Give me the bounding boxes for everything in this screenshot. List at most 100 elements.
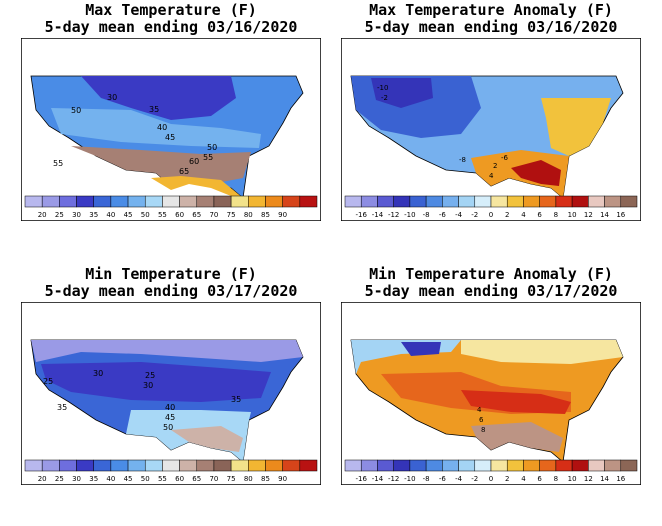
warm-south-region: [171, 426, 243, 452]
legend-label: 6: [537, 211, 542, 219]
legend-swatch: [604, 195, 622, 208]
legend-label: 40: [106, 475, 115, 483]
contour-label: 65: [179, 167, 189, 176]
legend-swatch: [127, 459, 146, 472]
warm-south-region: [71, 146, 251, 186]
legend-swatch: [41, 195, 60, 208]
legend-label: 12: [584, 211, 593, 219]
legend-swatch: [474, 459, 492, 472]
legend-swatch: [490, 459, 508, 472]
legend-label: 45: [124, 211, 133, 219]
legend-label: 20: [38, 475, 47, 483]
legend-label: 4: [521, 475, 526, 483]
legend-label: 65: [192, 475, 201, 483]
contour-label: 40: [165, 403, 175, 412]
legend-label: 85: [261, 211, 270, 219]
legend-swatch: [344, 195, 362, 208]
legend-label: 8: [554, 475, 558, 483]
legend-swatch: [458, 195, 476, 208]
legend-swatch: [162, 459, 180, 472]
legend-label: -8: [423, 211, 430, 219]
legend-label: 12: [584, 475, 593, 483]
min-temperature-anomaly-map: 4 6 8: [341, 302, 641, 485]
legend-label: 60: [175, 475, 184, 483]
legend-swatch: [442, 195, 459, 208]
legend-swatch: [230, 195, 249, 208]
legend-label: 0: [489, 475, 493, 483]
legend-swatch: [555, 459, 573, 472]
contour-label: -2: [381, 94, 388, 102]
mild-north-region: [461, 340, 623, 364]
legend-swatch: [248, 459, 266, 472]
cool-band-region: [51, 108, 261, 148]
legend-swatch: [393, 459, 411, 472]
legend-label: -12: [388, 475, 399, 483]
legend-swatch: [409, 459, 427, 472]
legend-label: 10: [568, 475, 577, 483]
legend-swatch: [179, 459, 198, 472]
panel-min-temperature: Min Temperature (F) 5-day mean ending 03…: [21, 264, 321, 526]
legend-swatch: [377, 195, 394, 208]
color-legend: 20 25 30 35 40 45 50 55 60 65 70 75 80 85 90: [24, 195, 318, 219]
legend-swatch: [409, 195, 427, 208]
legend-label: -4: [455, 211, 463, 219]
legend-label: -14: [372, 211, 384, 219]
warm-east-region: [541, 98, 611, 156]
contour-label: 45: [165, 413, 175, 422]
legend-swatch: [344, 459, 362, 472]
legend-swatch: [162, 195, 180, 208]
legend-swatch: [196, 195, 215, 208]
legend-swatch: [59, 195, 77, 208]
light-north-region: [31, 340, 303, 362]
legend-swatch: [248, 195, 266, 208]
legend-swatch: [144, 459, 163, 472]
panel-title: Max Temperature (F): [85, 1, 257, 19]
contour-label: 45: [165, 133, 175, 142]
legend-label: 80: [244, 475, 253, 483]
legend-swatch: [299, 195, 318, 208]
max-temperature-anomaly-map: -10 -2 -8 -6 2 4: [341, 38, 641, 221]
color-legend: 20 25 30 35 40 45 50 55 60 65 70 75 80 85 90: [24, 459, 318, 483]
legend-label: 35: [89, 211, 98, 219]
legend-label: -6: [439, 475, 447, 483]
legend-label: 30: [72, 475, 81, 483]
contour-label: 35: [149, 105, 159, 114]
contour-label: 30: [93, 369, 103, 378]
legend-swatch: [179, 195, 198, 208]
legend-label: 0: [489, 211, 493, 219]
contour-label: 6: [479, 416, 484, 424]
cold-core-region: [41, 362, 271, 402]
panel-max-temperature: Max Temperature (F) 5-day mean ending 03…: [21, 0, 321, 262]
legend-label: 50: [141, 475, 150, 483]
contour-label: 35: [57, 403, 67, 412]
legend-swatch: [282, 459, 301, 472]
cold-core-region: [81, 76, 236, 120]
legend-label: -16: [356, 475, 368, 483]
legend-swatch: [265, 459, 283, 472]
legend-label: 8: [554, 211, 558, 219]
legend-label: -10: [404, 475, 415, 483]
legend-label: 60: [175, 211, 184, 219]
contour-label: 40: [157, 123, 167, 132]
contour-label: -10: [377, 84, 388, 92]
contour-label: 50: [71, 106, 81, 115]
cold-core-region: [401, 342, 441, 356]
legend-label: -4: [455, 475, 463, 483]
contour-label: 55: [53, 159, 63, 168]
legend-swatch: [377, 459, 394, 472]
legend-label: 90: [278, 475, 287, 483]
legend-label: 55: [158, 475, 167, 483]
legend-label: 2: [505, 475, 509, 483]
legend-label: 65: [192, 211, 201, 219]
legend-swatch: [571, 459, 589, 472]
legend-swatch: [604, 459, 622, 472]
strong-cold-anomaly: [371, 78, 433, 108]
legend-swatch: [506, 459, 524, 472]
legend-label: 20: [38, 211, 47, 219]
panel-title: Min Temperature (F): [85, 265, 257, 283]
legend-swatch: [213, 195, 232, 208]
legend-swatch: [620, 459, 638, 472]
legend-label: 16: [616, 475, 625, 483]
contour-label: -8: [459, 156, 466, 164]
contour-label: 25: [43, 377, 53, 386]
